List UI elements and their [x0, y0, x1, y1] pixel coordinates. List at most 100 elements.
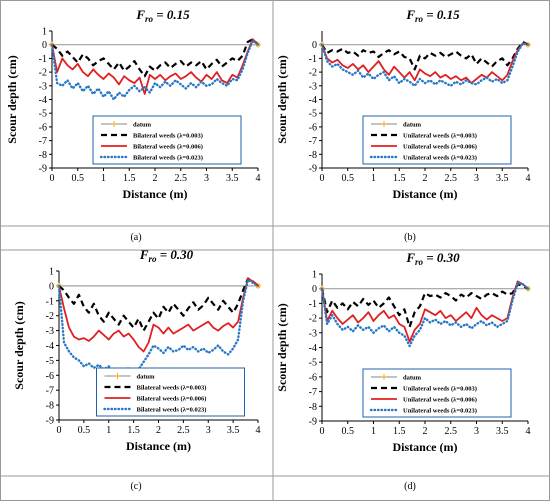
title-subscript: ro [415, 14, 424, 24]
x-tick-label: 0 [320, 426, 325, 437]
x-tick-label: 1.5 [393, 173, 406, 184]
series-line-dot [57, 278, 260, 375]
x-tick-label: 2.5 [177, 425, 190, 436]
y-tick-label: -1 [309, 299, 317, 310]
x-tick-label: 0 [57, 425, 62, 436]
x-tick-label: 3.5 [496, 426, 509, 437]
series-line-dot [320, 281, 530, 348]
legend-entry: Unilateral weeds (λ=0.006) [403, 397, 477, 404]
legend-entry: Unilateral weeds (λ=0.006) [403, 144, 477, 151]
title-subscript: ro [415, 257, 424, 267]
x-tick-label: 0 [320, 173, 325, 184]
y-tick-label: -8 [46, 401, 54, 412]
legend-entry: datum [137, 374, 156, 381]
x-tick-label: 3.5 [227, 425, 240, 436]
x-tick-label: 2 [423, 173, 428, 184]
x-tick-label: 2.5 [175, 173, 188, 184]
title-value: = 0.30 [157, 247, 194, 262]
series-line-solid [321, 280, 529, 343]
title-value: = 0.15 [423, 7, 460, 22]
y-tick-label: -9 [46, 416, 54, 427]
y-tick-label: -2 [39, 68, 47, 79]
x-tick-label: 2.5 [445, 426, 458, 437]
y-axis-label: Scour depth (cm) [12, 301, 26, 389]
legend: datum Bilateral weeds (λ=0.003) Bilateral … [96, 367, 245, 417]
x-tick-label: 2.5 [445, 173, 458, 184]
legend-entry: Unilateral weeds (λ=0.003) [403, 386, 477, 393]
legend-datum-marker [381, 121, 387, 127]
legend-datum-marker [381, 374, 387, 380]
x-axis-label: Distance (m) [393, 187, 458, 201]
chart-title: Fro = 0.15 [405, 7, 460, 24]
y-tick-label: -9 [39, 164, 47, 175]
x-tick-label: 3 [474, 173, 479, 184]
legend: datum Bilateral weeds (λ=0.003) Bilateral … [92, 115, 242, 165]
x-tick-label: 4 [256, 173, 261, 184]
x-tick-label: 0.5 [78, 425, 91, 436]
legend-entry: Unilateral weeds (λ=0.023) [403, 408, 477, 415]
y-tick-label: -1 [46, 296, 54, 307]
y-tick-label: 0 [312, 40, 317, 51]
x-tick-label: 3 [474, 426, 479, 437]
y-tick-label: -3 [39, 81, 47, 92]
y-tick-label: -4 [46, 341, 54, 352]
x-tick-label: 1.5 [393, 426, 406, 437]
title-subscript: ro [148, 254, 157, 264]
y-tick-label: -7 [309, 387, 317, 398]
y-tick-label: -2 [309, 314, 317, 325]
panel-caption: (c) [130, 481, 141, 492]
x-axis-label: Distance (m) [126, 439, 191, 453]
y-tick-label: 1 [312, 270, 317, 281]
panel-caption: (a) [130, 232, 141, 243]
y-tick-label: -7 [46, 386, 54, 397]
series-line-dash [58, 277, 259, 332]
legend-entry: Bilateral weeds (λ=0.003) [133, 133, 203, 140]
y-tick-label: -9 [309, 417, 317, 428]
series-line-dot [320, 42, 530, 88]
x-tick-label: 0.5 [72, 173, 85, 184]
y-tick-label: -6 [39, 122, 47, 133]
y-tick-label: -8 [309, 150, 317, 161]
x-axis-label: Distance (m) [393, 440, 458, 454]
x-tick-label: 3 [204, 173, 209, 184]
panel-caption: (b) [404, 232, 416, 243]
legend-entry: Bilateral weeds (λ=0.003) [137, 385, 207, 392]
series-line-dot [50, 39, 260, 101]
x-tick-label: 1 [371, 173, 376, 184]
y-tick-label: -5 [309, 109, 317, 120]
y-axis-label: Scour depth (cm) [275, 303, 289, 391]
y-tick-label: -1 [39, 54, 47, 65]
series-line-dash [51, 38, 259, 78]
y-axis-label: Scour depth (cm) [275, 55, 289, 143]
legend-entry: Bilateral weeds (λ=0.006) [137, 396, 207, 403]
y-tick-label: -1 [309, 54, 317, 65]
legend: datum Unilateral weeds (λ=0.003) Unilatera… [362, 368, 512, 418]
chart-title: Fro = 0.30 [405, 250, 460, 267]
legend-entry: Bilateral weeds (λ=0.006) [133, 144, 203, 151]
y-tick-label: -5 [309, 358, 317, 369]
y-tick-label: -7 [309, 136, 317, 147]
y-tick-label: -9 [309, 164, 317, 175]
x-axis-label: Distance (m) [123, 187, 188, 201]
x-tick-label: 1.5 [127, 425, 140, 436]
title-value: = 0.15 [153, 7, 190, 22]
y-tick-label: 0 [312, 284, 317, 295]
y-axis-label: Scour depth (cm) [5, 55, 19, 143]
y-tick-label: -8 [39, 150, 47, 161]
y-tick-label: -7 [39, 136, 47, 147]
legend-datum-marker [114, 373, 121, 379]
legend-entry: Unilateral weeds (λ=0.003) [403, 133, 477, 140]
x-tick-label: 1.5 [123, 173, 136, 184]
title-subscript: ro [145, 14, 154, 24]
x-tick-label: 3 [206, 425, 211, 436]
series-line-solid [51, 38, 259, 95]
legend-entry: datum [133, 122, 152, 129]
title-variable: F [135, 7, 145, 22]
x-tick-label: 2 [423, 426, 428, 437]
x-tick-label: 1 [371, 426, 376, 437]
x-tick-label: 0 [50, 173, 55, 184]
